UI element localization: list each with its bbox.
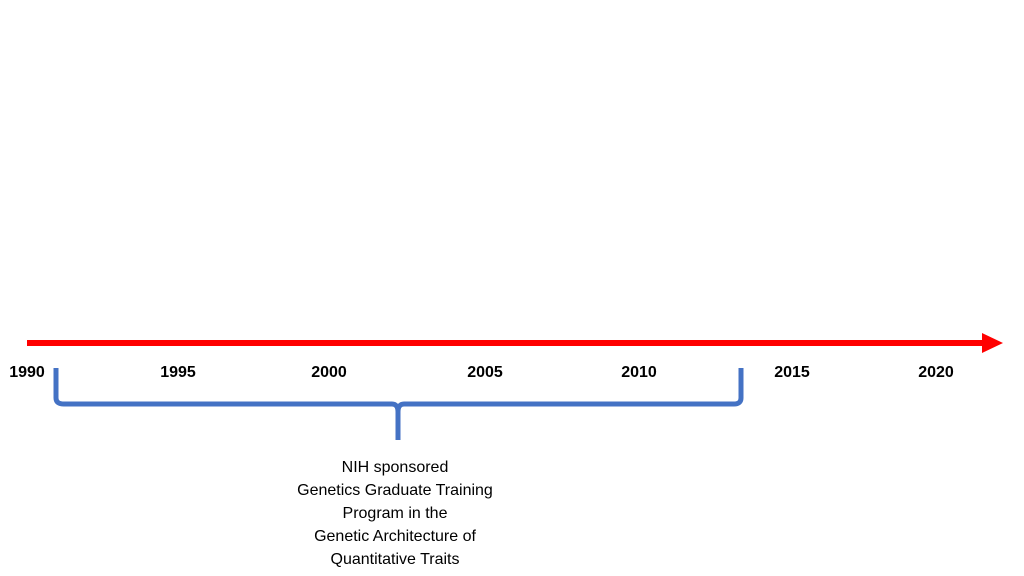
- year-label-2010: 2010: [621, 364, 657, 381]
- caption-line: Program in the: [342, 505, 448, 522]
- year-label-2020: 2020: [918, 364, 954, 381]
- span-bracket: [53, 368, 744, 440]
- caption-line: Genetics Graduate Training: [297, 482, 493, 499]
- program-caption: NIH sponsored Genetics Graduate Training…: [297, 456, 493, 571]
- year-label-2015: 2015: [774, 364, 810, 381]
- year-label-2000: 2000: [311, 364, 347, 381]
- year-label-1990: 1990: [9, 364, 45, 381]
- year-label-2005: 2005: [467, 364, 503, 381]
- caption-line: Quantitative Traits: [330, 551, 460, 568]
- caption-line: Genetic Architecture of: [314, 528, 476, 545]
- caption-line: NIH sponsored: [341, 459, 449, 476]
- year-label-1995: 1995: [160, 364, 196, 381]
- timeline-arrow-head: [982, 333, 1003, 353]
